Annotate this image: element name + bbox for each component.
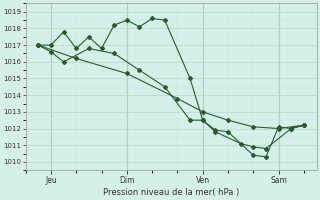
X-axis label: Pression niveau de la mer( hPa ): Pression niveau de la mer( hPa ): [103, 188, 239, 197]
